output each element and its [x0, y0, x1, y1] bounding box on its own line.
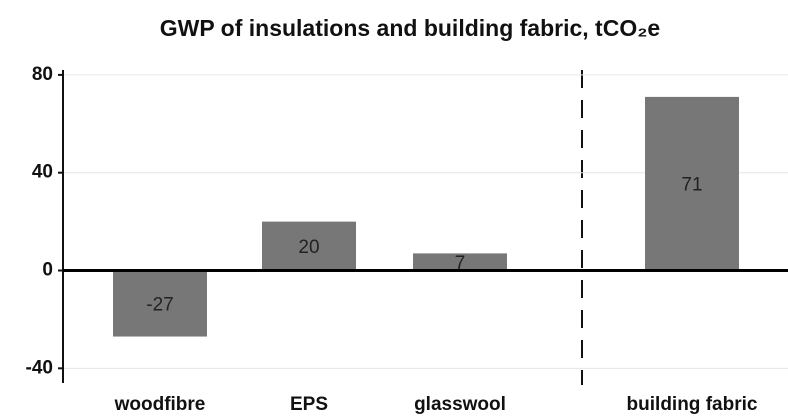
x-tick-label: building fabric [627, 394, 758, 415]
bar [645, 96, 739, 271]
y-tick-label: 0 [42, 260, 53, 281]
data-label: 20 [298, 237, 319, 258]
y-tick-label: -40 [26, 357, 53, 378]
y-tick-label: 40 [32, 162, 53, 183]
x-tick-label: glasswool [414, 394, 506, 415]
chart-title: GWP of insulations and building fabric, … [160, 15, 660, 41]
y-tick-label: 80 [32, 64, 53, 85]
data-label: -27 [146, 295, 173, 316]
bar [113, 270, 207, 337]
x-tick-label: EPS [290, 394, 328, 415]
data-label: 71 [681, 175, 702, 196]
x-tick-label: woodfibre [114, 394, 206, 415]
bar [262, 221, 356, 271]
data-label: 7 [455, 253, 466, 274]
bar [413, 253, 507, 271]
